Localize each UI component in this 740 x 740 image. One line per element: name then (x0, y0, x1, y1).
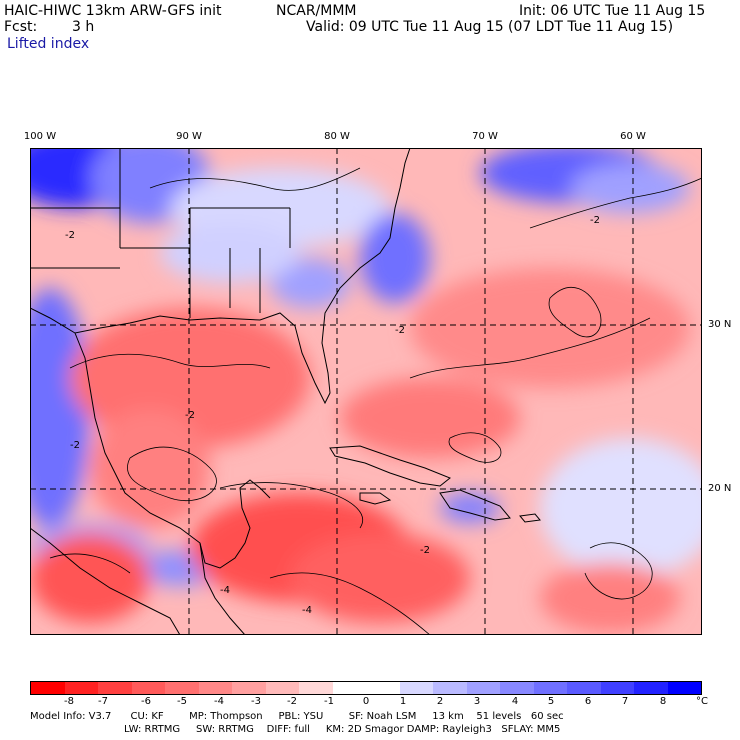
contour-label: -2 (590, 215, 600, 226)
contour-label: -2 (65, 230, 75, 241)
colorbar-label: -8 (64, 696, 74, 707)
model-info-line1: Model Info: V3.7 CU: KF MP: Thompson PBL… (30, 711, 564, 722)
colorbar-label: 8 (659, 696, 667, 707)
contours (49, 167, 702, 635)
colorbar-swatch (399, 682, 433, 694)
field-name: Lifted index (7, 36, 90, 52)
colorbar-label: 3 (473, 696, 481, 707)
colorbar-swatch (600, 682, 634, 694)
colorbar-swatch (466, 682, 500, 694)
graticule (30, 148, 702, 635)
model-info-line2: LW: RRTMG SW: RRTMG DIFF: full KM: 2D Sm… (124, 724, 561, 735)
colorbar-swatch (533, 682, 567, 694)
colorbar-swatch (64, 682, 98, 694)
lon-label: 100 W (23, 131, 57, 142)
colorbar-label: 5 (547, 696, 555, 707)
contour-label: -2 (185, 410, 195, 421)
lon-label: 80 W (324, 131, 350, 142)
colorbar-label: 4 (511, 696, 519, 707)
colorbar-swatch (500, 682, 534, 694)
contour-label: -2 (420, 545, 430, 556)
colorbar-swatch (165, 682, 199, 694)
colorbar (30, 681, 702, 695)
colorbar-swatch (567, 682, 601, 694)
colorbar-unit: °C (696, 696, 708, 707)
colorbar-swatch (332, 682, 366, 694)
colorbar-label: -1 (324, 696, 334, 707)
lon-label: 70 W (472, 131, 498, 142)
forecast-hour: 3 h (72, 19, 95, 35)
colorbar-swatch (31, 682, 65, 694)
map-border (30, 148, 702, 635)
lon-label: 90 W (176, 131, 202, 142)
contour-label: -2 (70, 440, 80, 451)
forecast-label: Fcst: (4, 19, 38, 35)
colorbar-label: -5 (177, 696, 187, 707)
colorbar-label: -7 (98, 696, 108, 707)
colorbar-swatch (131, 682, 165, 694)
lat-label: 30 N (708, 319, 732, 330)
colorbar-label: 1 (399, 696, 407, 707)
colorbar-label: 0 (362, 696, 370, 707)
coastlines (30, 148, 541, 635)
lat-label: 20 N (708, 483, 732, 494)
colorbar-label: 6 (584, 696, 592, 707)
colorbar-swatch (232, 682, 266, 694)
model-title: HAIC-HIWC 13km ARW-GFS init (4, 3, 222, 19)
contour-label: -4 (220, 585, 230, 596)
contour-label: -2 (395, 325, 405, 336)
colorbar-swatch (299, 682, 333, 694)
valid-time: Valid: 09 UTC Tue 11 Aug 15 (07 LDT Tue … (306, 19, 674, 35)
colorbar-label: -3 (251, 696, 261, 707)
colorbar-swatch (98, 682, 132, 694)
colorbar-label: -2 (287, 696, 297, 707)
init-time: Init: 06 UTC Tue 11 Aug 15 (519, 3, 706, 19)
colorbar-swatch (265, 682, 299, 694)
colorbar-swatch (366, 682, 400, 694)
contour-label: -4 (302, 605, 312, 616)
org-label: NCAR/MMM (276, 3, 357, 19)
lon-label: 60 W (620, 131, 646, 142)
colorbar-label: 7 (621, 696, 629, 707)
colorbar-label: -4 (214, 696, 224, 707)
colorbar-label: 2 (436, 696, 444, 707)
lifted-index-map: -2 -2 -2 -2 -2 -4 -4 -4 -2 (30, 148, 702, 635)
colorbar-swatch (634, 682, 668, 694)
colorbar-swatch (433, 682, 467, 694)
colorbar-label: -6 (141, 696, 151, 707)
colorbar-swatch (667, 682, 701, 694)
colorbar-swatch (198, 682, 232, 694)
